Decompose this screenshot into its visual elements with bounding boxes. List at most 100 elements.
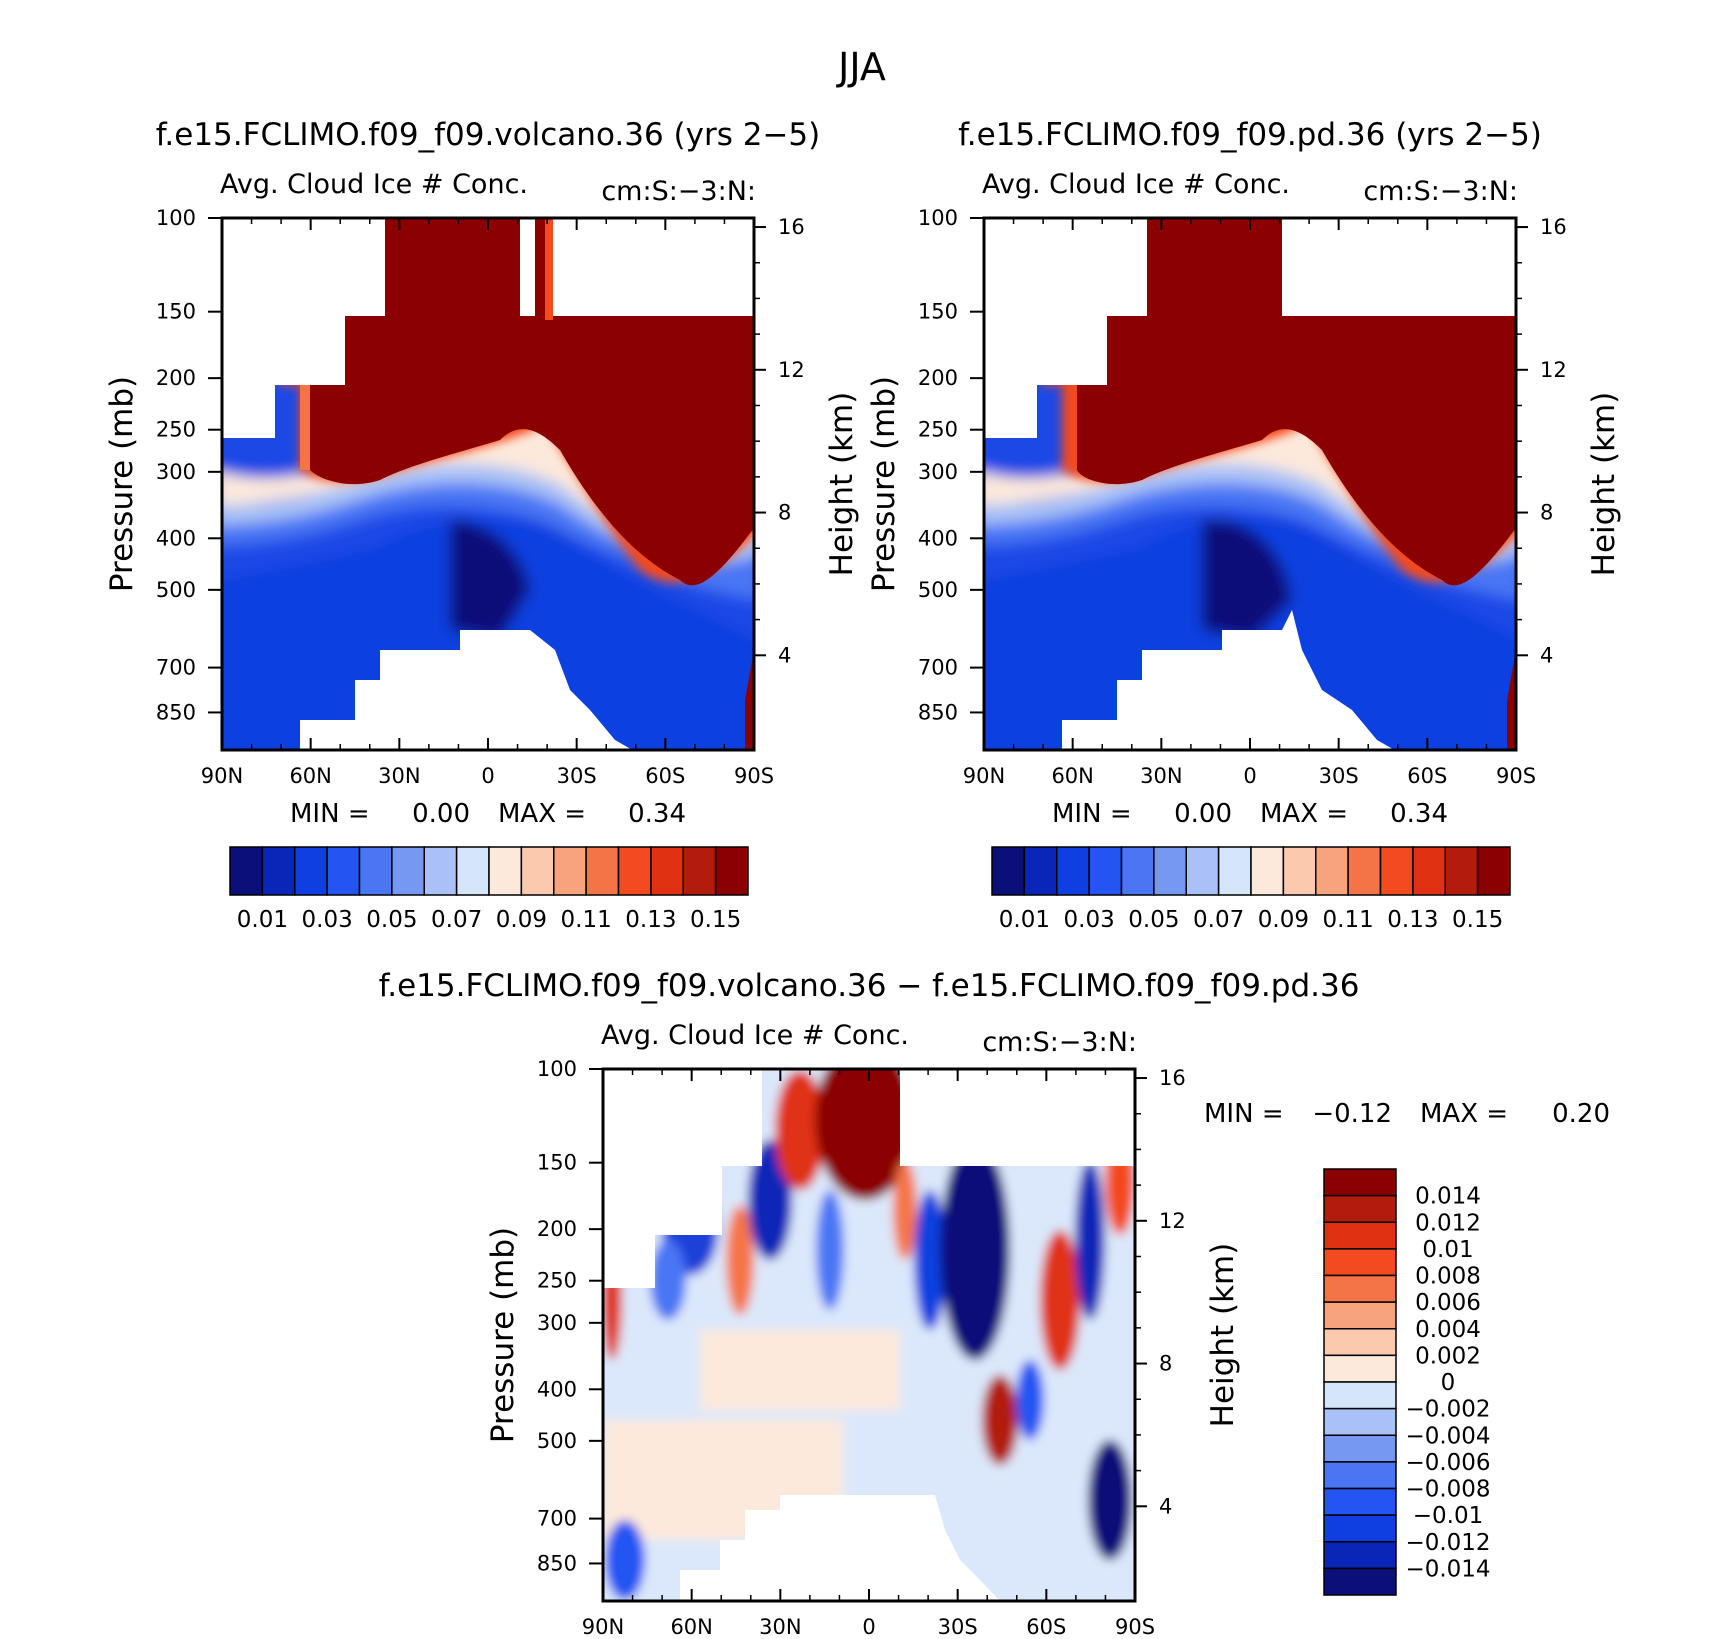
y-tick-label: 300 [537,1311,577,1335]
y-tick-label: 250 [918,418,958,442]
colorbar-swatch [1323,1567,1397,1596]
colorbar-swatch [1323,1487,1397,1516]
y-right-tick-label: 12 [1540,358,1567,382]
y-tick-label: 250 [537,1269,577,1293]
x-tick-label: 30S [1319,764,1359,788]
colorbar-label: 0.07 [431,907,482,933]
x-tick-label: 30N [378,764,420,788]
colorbar-swatch [1250,846,1285,896]
max-label: MAX = [498,799,586,829]
y-tick-label: 100 [918,206,958,230]
x-tick-label: 60N [289,764,331,788]
y-right-tick-label: 4 [778,643,791,667]
colorbar-swatch [1023,846,1058,896]
y-tick-label: 200 [918,366,958,390]
colorbar: 0.01 0.03 0.05 0.07 0.09 0.11 0.13 0.15 [991,846,1511,933]
y-tick-label: 150 [537,1151,577,1175]
x-tick-label: 60S [645,764,685,788]
colorbar-label: −0.006 [1405,1450,1490,1476]
colorbar-label: 0.15 [690,907,741,933]
colorbar-swatch [682,846,717,896]
y-tick-label: 200 [537,1217,577,1241]
colorbar-label: 0.006 [1415,1290,1481,1316]
ylabel: Pressure (mb) [485,1227,521,1443]
panel-title: f.e15.FCLIMO.f09_f09.volcano.36 − f.e15.… [379,968,1360,1004]
colorbar-swatch [617,846,652,896]
y-right-tick-label: 8 [1540,501,1553,525]
panel-pd: f.e15.FCLIMO.f09_f09.pd.36 (yrs 2−5) Avg… [866,117,1622,933]
colorbar-swatch [1323,1541,1397,1570]
ylabel-right: Height (km) [824,392,860,577]
colorbar-swatch [229,846,264,896]
min-value: 0.00 [412,799,470,829]
colorbar-label: 0.05 [366,907,417,933]
plot-area [984,218,1516,750]
y-tick-label: 700 [156,656,196,680]
colorbar: 0.01 0.03 0.05 0.07 0.09 0.11 0.13 0.15 [229,846,749,933]
colorbar-swatch [391,846,425,896]
colorbar-label: 0.01 [1422,1237,1473,1263]
colorbar-swatch [1217,846,1252,896]
colorbar-label: 0.014 [1415,1184,1481,1210]
x-tick-label: 90N [963,764,1005,788]
y-right-tick-label: 16 [1159,1066,1186,1090]
colorbar-swatch [1323,1461,1397,1490]
colorbar-swatch [1315,846,1349,896]
x-tick-label: 0 [481,764,494,788]
y-right-tick-label: 8 [1159,1352,1172,1376]
y-right-tick-label: 12 [778,358,805,382]
max-label: MAX = [1420,1099,1508,1129]
ylabel: Pressure (mb) [866,376,902,592]
panel-subtitle-left: Avg. Cloud Ice # Conc. [601,1020,909,1051]
y-tick-label: 850 [537,1551,577,1575]
colorbar-swatch [1323,1328,1397,1357]
panel-volcano: f.e15.FCLIMO.f09_f09.volcano.36 (yrs 2−5… [104,117,860,933]
x-tick-label: 0 [1243,764,1256,788]
min-label: MIN = [1052,799,1132,829]
colorbar-swatch [714,846,749,896]
axes: 90N 60N 30N 0 30S 60S 90S 100 150 200 250 300 400 500… [918,206,1567,788]
colorbar-label: −0.004 [1405,1423,1490,1449]
y-tick-label: 200 [156,366,196,390]
y-tick-label: 100 [537,1057,577,1081]
colorbar-label: −0.012 [1405,1530,1490,1556]
colorbar-label: 0.13 [625,907,676,933]
y-tick-label: 250 [156,418,196,442]
y-tick-label: 400 [156,526,196,550]
x-tick-label: 60S [1407,764,1447,788]
colorbar: 0.0140.0120.010.0080.0060.0040.0020−0.00… [1323,1168,1491,1596]
colorbar-swatch [423,846,458,896]
colorbar-swatch [326,846,361,896]
colorbar-swatch [991,846,1026,896]
colorbar-swatch [1323,1354,1397,1383]
colorbar-label: 0.03 [302,907,353,933]
x-tick-label: 90S [1496,764,1536,788]
colorbar-swatch [1444,846,1479,896]
colorbar-swatch [553,846,587,896]
min-value: −0.12 [1312,1099,1392,1129]
axes: 90N 60N 30N 0 30S 60S 90S 100 150 200 250 300 400 500… [156,206,805,788]
ylabel-right: Height (km) [1205,1243,1241,1428]
panel-title: f.e15.FCLIMO.f09_f09.volcano.36 (yrs 2−5… [156,117,821,153]
panel-title: f.e15.FCLIMO.f09_f09.pd.36 (yrs 2−5) [958,117,1542,153]
colorbar-swatch [488,846,523,896]
colorbar-swatch [1323,1221,1397,1250]
colorbar-swatch [1088,846,1123,896]
y-tick-label: 500 [918,578,958,602]
colorbar-swatch [585,846,620,896]
colorbar-label: 0.11 [1323,907,1374,933]
y-tick-label: 500 [537,1429,577,1453]
colorbar-label: −0.014 [1405,1556,1490,1582]
max-label: MAX = [1260,799,1348,829]
x-tick-label: 30S [557,764,597,788]
ylabel: Pressure (mb) [104,376,140,592]
colorbar-swatch [1379,846,1414,896]
x-tick-label: 60N [1051,764,1093,788]
y-tick-label: 100 [156,206,196,230]
colorbar-swatch [294,846,328,896]
colorbar-swatch [1323,1434,1397,1463]
x-tick-label: 90S [734,764,774,788]
colorbar-label: 0 [1441,1370,1456,1396]
y-right-tick-label: 8 [778,501,791,525]
